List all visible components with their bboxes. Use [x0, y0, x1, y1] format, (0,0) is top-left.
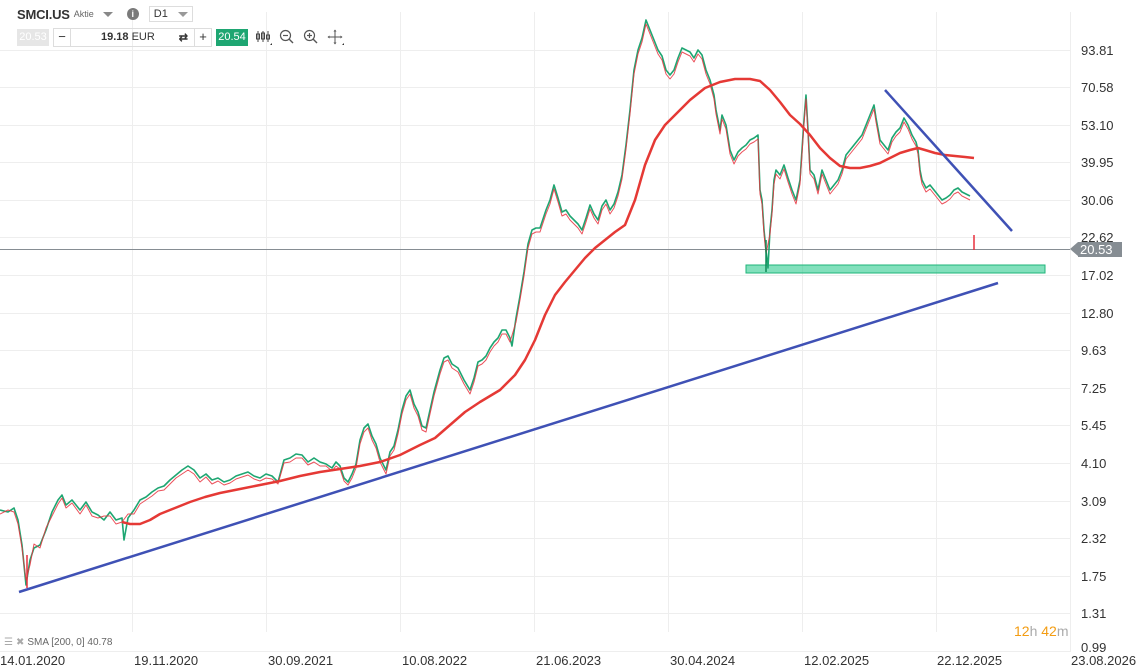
- current-price-marker: 20.53: [1070, 242, 1122, 257]
- grid-line: [534, 12, 535, 632]
- y-tick-label: 4.10: [1081, 456, 1107, 471]
- swap-icon[interactable]: ⇄: [178, 31, 188, 44]
- grid-line: [0, 200, 1070, 201]
- quantity-unit: EUR: [131, 31, 155, 43]
- grid-line: [0, 425, 1070, 426]
- trade-toolbar: 20.53 − 19.18 EUR ⇄ + 20.54: [17, 27, 344, 47]
- grid-line: [0, 538, 1070, 539]
- marker-arrow: [1070, 242, 1078, 256]
- y-tick-label: 0.99: [1081, 640, 1107, 655]
- quantity-value: 19.18: [101, 31, 129, 43]
- y-tick-label: 53.10: [1081, 118, 1114, 133]
- support-zone: [745, 264, 1046, 274]
- move-crosshair-icon[interactable]: [326, 28, 344, 46]
- y-tick-label: 3.09: [1081, 494, 1107, 509]
- chart-type-icon[interactable]: [254, 28, 272, 46]
- grid-line: [266, 12, 267, 632]
- remove-indicator-icon[interactable]: ✖: [15, 637, 25, 648]
- grid-line: [0, 237, 1070, 238]
- current-price-label: 20.53: [1078, 242, 1122, 257]
- symbol-dropdown-caret-icon[interactable]: [102, 11, 113, 17]
- y-tick-label: 12.80: [1081, 306, 1114, 321]
- zoom-in-icon[interactable]: [302, 28, 320, 46]
- sma-line: [121, 77, 975, 526]
- rising-trendline: [18, 281, 999, 594]
- grid-line: [936, 12, 937, 632]
- buy-button[interactable]: 20.54: [216, 28, 248, 46]
- x-tick-label: 21.06.2023: [536, 653, 602, 668]
- y-tick-label: 5.45: [1081, 418, 1107, 433]
- x-tick-label: 14.01.2020: [0, 653, 66, 668]
- x-tick-label: 12.02.2025: [804, 653, 870, 668]
- grid-line: [400, 12, 401, 632]
- grid-line: [0, 162, 1070, 163]
- indicator-settings-icon[interactable]: ☰: [4, 637, 13, 648]
- y-tick-label: 7.25: [1081, 381, 1107, 396]
- y-tick-label: 2.32: [1081, 531, 1107, 546]
- x-tick-label: 30.04.2024: [670, 653, 736, 668]
- decrease-button[interactable]: −: [58, 28, 66, 44]
- grid-line: [0, 463, 1070, 464]
- grid-line: [668, 12, 669, 632]
- grid-line: [0, 613, 1070, 614]
- grid-line: [0, 388, 1070, 389]
- quantity-stepper: − 19.18 EUR ⇄ +: [53, 27, 212, 47]
- chevron-down-icon: [177, 11, 188, 17]
- grid-line: [0, 501, 1070, 502]
- y-tick-label: 1.75: [1081, 569, 1107, 584]
- price-plot: [0, 19, 1070, 594]
- chart-area[interactable]: [0, 0, 1070, 652]
- y-tick-label: 70.58: [1081, 80, 1114, 95]
- candles: [0, 19, 975, 588]
- quantity-input[interactable]: 19.18 EUR ⇄: [70, 28, 195, 46]
- timeframe-select[interactable]: D1: [148, 6, 193, 22]
- countdown-minutes-unit: m: [1056, 623, 1069, 639]
- y-tick-label: 22.62: [1081, 230, 1114, 245]
- y-tick-label: 1.31: [1081, 606, 1107, 621]
- y-axis-line: [1070, 12, 1071, 652]
- y-tick-label: 30.06: [1081, 193, 1114, 208]
- grid-line: [802, 12, 803, 632]
- grid-line: [0, 125, 1070, 126]
- x-tick-label: 22.12.2025: [937, 653, 1003, 668]
- symbol-name[interactable]: SMCI.US: [17, 6, 70, 22]
- grid-line: [0, 50, 1070, 51]
- grid-line: [132, 12, 133, 632]
- y-tick-label: 17.02: [1081, 268, 1114, 283]
- y-tick-label: 39.95: [1081, 155, 1114, 170]
- increase-button[interactable]: +: [199, 28, 207, 44]
- sma-legend-label: SMA [200, 0] 40.78: [27, 637, 113, 648]
- countdown-hours: 12: [1014, 623, 1030, 639]
- sell-button[interactable]: 20.53: [17, 28, 49, 46]
- countdown-minutes: 42: [1041, 623, 1057, 639]
- x-axis-line: [0, 651, 1070, 652]
- countdown-hours-unit: h: [1029, 623, 1038, 639]
- grid-line: [0, 87, 1070, 88]
- asset-type: Aktie: [73, 9, 94, 19]
- timeframe-value: D1: [153, 8, 168, 20]
- y-tick-label: 9.63: [1081, 343, 1107, 358]
- indicator-legend: ☰ ✖ SMA [200, 0] 40.78: [4, 637, 112, 649]
- y-tick-label: 93.81: [1081, 43, 1114, 58]
- grid-line: [0, 313, 1070, 314]
- symbol-header: SMCI.US Aktie i D1: [17, 5, 193, 23]
- candle-countdown: 12h 42m: [1014, 622, 1069, 640]
- falling-trendline: [884, 89, 1013, 232]
- info-icon[interactable]: i: [126, 8, 139, 20]
- zoom-out-icon[interactable]: [278, 28, 296, 46]
- x-tick-label: 23.08.2026: [1071, 653, 1137, 668]
- grid-line: [0, 350, 1070, 351]
- x-tick-label: 19.11.2020: [134, 653, 199, 668]
- grid-line: [0, 275, 1070, 276]
- x-tick-label: 30.09.2021: [268, 653, 334, 668]
- x-tick-label: 10.08.2022: [402, 653, 468, 668]
- grid-line: [0, 576, 1070, 577]
